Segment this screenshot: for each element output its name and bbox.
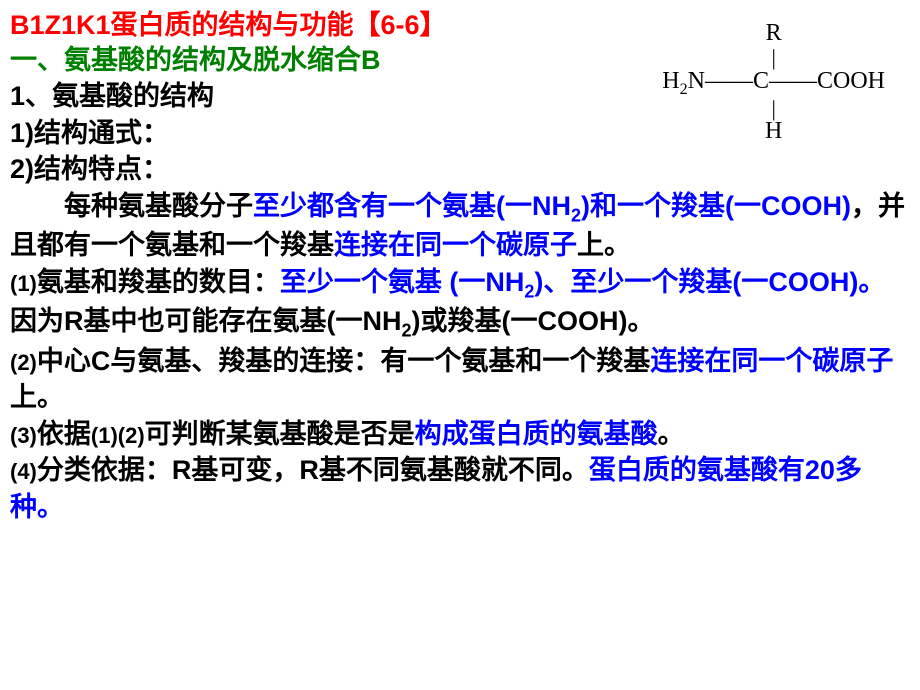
para1-text3: 羧基(一COOH) (671, 191, 851, 221)
item-2: (2)中心C与氨基、羧基的连接：有一个氨基和一个羧基连接在同一个碳原子上。 (10, 343, 910, 416)
item-3: (3)依据(1)(2)可判断某氨基酸是否是构成蛋白质的氨基酸。 (10, 416, 910, 452)
item3-text3: 构成蛋白质的氨基酸 (415, 419, 658, 449)
item1-text4: 因为R基中也可能存在氨基(一NH (10, 306, 402, 336)
item1-text2: 至少一个氨基 (一NH (280, 267, 525, 297)
item1-sub2: 2 (402, 321, 412, 341)
item1-text1: 氨基和羧基的数目： (37, 267, 280, 297)
paragraph-1: 每种氨基酸分子至少都含有一个氨基(一NH2)和一个羧基(一COOH)，并且都有一… (10, 188, 910, 264)
bond-line-bottom: | (662, 99, 885, 119)
item3-text1: 依据 (37, 419, 91, 449)
item3-small1: (1) (91, 423, 118, 448)
item3-text4: 。 (658, 419, 685, 449)
item4-text3: 。 (37, 492, 64, 522)
item2-num: (2) (10, 350, 37, 375)
para1-sub1: 2 (571, 205, 581, 225)
item3-small2: (2) (118, 423, 145, 448)
item4-text1: 分类依据：R基可变，R基不同氨基酸就不同。 (37, 455, 589, 485)
item2-text1: 中心C与氨基、羧基的连接：有一个氨基和一个羧基 (37, 346, 651, 376)
item1-num: (1) (10, 271, 37, 296)
para1-text5: 连接在同一个碳原子 (334, 230, 577, 260)
item1-text3: 羧基(一COOH)。 (678, 267, 885, 297)
r-group-label: R (662, 20, 885, 46)
item1-text4end: )或羧基(一COOH)。 (412, 306, 655, 336)
bond-line-top: | (662, 48, 885, 68)
item1-sub1: 2 (524, 281, 534, 301)
item-1: (1)氨基和羧基的数目：至少一个氨基 (一NH2)、至少一个羧基(一COOH)。… (10, 264, 910, 343)
amino-acid-structure-diagram: R | H2N——C——COOH | H (662, 20, 885, 145)
item3-text2: 可判断某氨基酸是否是 (145, 419, 415, 449)
item-4: (4)分类依据：R基可变，R基不同氨基酸就不同。蛋白质的氨基酸有20多种。 (10, 452, 910, 525)
para1-text1: 每种氨基酸分子 (64, 191, 253, 221)
item2-text2: 连接在同一个碳原子 (650, 346, 893, 376)
item2-text3: 上。 (10, 382, 64, 412)
item3-num: (3) (10, 423, 37, 448)
item1-text2end: )、至少一个 (534, 267, 678, 297)
para1-text2: 至少都含有一个氨基(一NH (253, 191, 571, 221)
main-formula: H2N——C——COOH (662, 68, 885, 98)
line-3: 2)结构特点： (10, 151, 910, 187)
para1-text2end: )和一个 (581, 191, 671, 221)
para1-text6: 上。 (577, 230, 631, 260)
item4-num: (4) (10, 459, 37, 484)
h-label: H (662, 118, 885, 144)
